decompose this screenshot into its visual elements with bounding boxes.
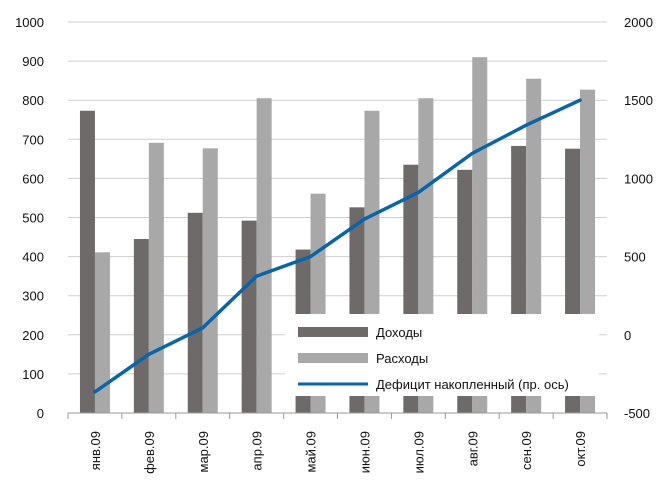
deficit-line xyxy=(93,98,582,394)
legend-swatch-expense xyxy=(298,353,368,363)
right-axis-ticks: -500 0 500 1000 1500 2000 xyxy=(624,15,653,421)
right-tick-label: -500 xyxy=(624,406,650,421)
deficit-point xyxy=(470,151,474,155)
x-tick-label: июн.09 xyxy=(357,431,372,473)
deficit-point xyxy=(201,326,205,330)
left-tick-label: 200 xyxy=(22,328,44,343)
right-tick-label: 500 xyxy=(624,250,646,265)
bar-income xyxy=(241,220,257,413)
x-tick-label: фев.09 xyxy=(142,431,157,474)
legend-label-deficit: Дефицит накопленный (пр. ось) xyxy=(376,377,569,392)
left-tick-label: 900 xyxy=(22,54,44,69)
x-tick-label: июл.09 xyxy=(411,431,426,473)
legend-label-expense: Расходы xyxy=(376,351,428,366)
right-tick-label: 0 xyxy=(624,328,631,343)
bar-expense xyxy=(202,148,218,413)
bar-expense xyxy=(148,142,164,413)
x-tick-label: окт.09 xyxy=(573,431,588,467)
x-tick-label: май.09 xyxy=(304,431,319,473)
left-tick-label: 600 xyxy=(22,171,44,186)
deficit-point xyxy=(362,217,366,221)
bar-expense xyxy=(94,252,110,413)
deficit-point xyxy=(578,98,582,102)
right-tick-label: 1500 xyxy=(624,93,653,108)
bar-income xyxy=(187,212,203,413)
left-tick-label: 300 xyxy=(22,289,44,304)
deficit-line-path xyxy=(93,98,582,394)
deficit-point xyxy=(416,190,420,194)
x-axis-ticks: янв.09 фев.09 мар.09 апр.09 май.09 июн.09 июл.… xyxy=(67,412,608,474)
bar-income xyxy=(133,239,149,413)
legend: Доходы Расходы Дефицит накопленный (пр. … xyxy=(285,314,599,396)
x-tick-label: сен.09 xyxy=(519,431,534,470)
left-tick-label: 400 xyxy=(22,250,44,265)
left-tick-label: 0 xyxy=(37,406,44,421)
left-axis-ticks: 0 100 200 300 400 500 600 700 800 900 1000 xyxy=(15,15,44,421)
deficit-point xyxy=(93,390,97,394)
left-tick-label: 500 xyxy=(22,211,44,226)
deficit-point xyxy=(255,274,259,278)
legend-swatch-income xyxy=(298,327,368,337)
deficit-point xyxy=(309,255,313,259)
left-tick-label: 100 xyxy=(22,367,44,382)
x-tick-label: авг.09 xyxy=(465,431,480,466)
x-tick-label: мар.09 xyxy=(196,431,211,472)
left-tick-label: 800 xyxy=(22,93,44,108)
left-tick-label: 700 xyxy=(22,132,44,147)
x-tick-label: янв.09 xyxy=(88,431,103,470)
bar-expense xyxy=(256,98,272,414)
x-tick-label: апр.09 xyxy=(250,431,265,471)
right-tick-label: 2000 xyxy=(624,15,653,30)
legend-label-income: Доходы xyxy=(376,325,422,340)
bar-income xyxy=(79,110,95,413)
deficit-point xyxy=(147,352,151,356)
left-tick-label: 1000 xyxy=(15,15,44,30)
deficit-point xyxy=(524,123,528,127)
right-tick-label: 1000 xyxy=(624,171,653,186)
